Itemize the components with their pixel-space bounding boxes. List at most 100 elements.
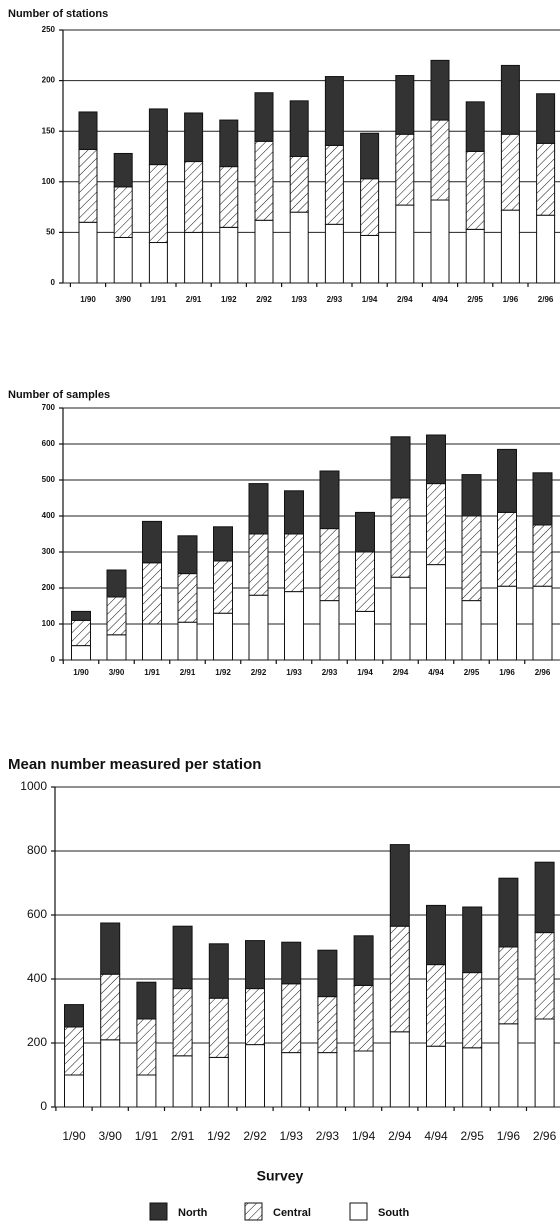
y-tick-label: 400 (42, 511, 56, 520)
x-tick-label: 2/91 (186, 295, 202, 304)
bar-segment (281, 1052, 302, 1108)
bar-segment (213, 526, 233, 562)
bar-segment (317, 996, 338, 1054)
bar-segment (106, 569, 127, 598)
bar-segment (536, 142, 556, 216)
bar-segment (71, 610, 91, 621)
bar-segment (426, 904, 446, 966)
bar-segment (461, 515, 482, 602)
bar-segment (64, 1026, 84, 1076)
bar-segment (142, 520, 162, 564)
legend-label: North (178, 1207, 208, 1219)
bar-segment (390, 497, 411, 578)
x-tick-label: 2/96 (535, 668, 551, 677)
bar-segment (536, 214, 556, 284)
bar-segment (172, 988, 193, 1057)
bar-segment (319, 470, 340, 530)
bar-segment (532, 524, 553, 587)
y-tick-label: 600 (27, 907, 47, 921)
x-tick-label: 2/93 (316, 1129, 340, 1143)
legend-label: South (378, 1207, 409, 1219)
x-tick-label: 1/91 (151, 295, 167, 304)
bar-segment (184, 231, 204, 284)
x-tick-label: 2/94 (388, 1129, 412, 1143)
y-tick-label: 300 (42, 547, 56, 556)
x-tick-label: 2/95 (461, 1129, 485, 1143)
x-tick-label: 2/93 (327, 295, 343, 304)
bar-segment (172, 925, 193, 990)
bar-segment (64, 1074, 84, 1108)
x-tick-label: 3/90 (115, 295, 131, 304)
x-tick-label: 1/96 (503, 295, 519, 304)
bar-segment (426, 964, 446, 1047)
bar-segment (100, 973, 121, 1041)
bar-segment (498, 946, 519, 1025)
x-tick-label: 2/96 (538, 295, 554, 304)
bar-segment (106, 634, 127, 661)
bar-segment (462, 972, 483, 1049)
bar-segment (317, 949, 338, 998)
bar-segment (353, 1050, 374, 1108)
bar-segment (142, 623, 162, 661)
bar-segment (430, 59, 450, 121)
bar-segment (532, 585, 553, 661)
x-tick-label: 2/93 (322, 668, 338, 677)
bar-segment (289, 211, 309, 284)
bar-segment (355, 610, 375, 661)
chart-title: Number of stations (8, 8, 108, 20)
bar-segment (500, 64, 520, 135)
x-tick-label: 1/93 (280, 1129, 304, 1143)
bar-segment (498, 1023, 519, 1108)
x-tick-label: 3/90 (99, 1129, 123, 1143)
x-tick-label: 2/95 (467, 295, 483, 304)
x-tick-label: 4/94 (424, 1129, 448, 1143)
bar-segment (100, 1039, 121, 1108)
x-tick-label: 1/92 (215, 668, 231, 677)
bar-segment (254, 140, 274, 221)
bar-segment (462, 906, 483, 974)
y-tick-label: 150 (42, 126, 56, 135)
x-tick-label: 1/92 (221, 295, 237, 304)
y-tick-label: 100 (42, 177, 56, 186)
bar-segment (317, 1052, 338, 1108)
y-tick-label: 0 (51, 655, 56, 664)
bar-segment (248, 483, 269, 535)
bar-segment (500, 209, 520, 284)
bar-segment (106, 596, 127, 636)
bar-segment (284, 533, 304, 593)
x-tick-label: 1/90 (80, 295, 96, 304)
legend-label: Central (273, 1207, 311, 1219)
bar-segment (254, 219, 274, 284)
y-tick-label: 800 (27, 843, 47, 857)
x-tick-label: 1/91 (144, 668, 160, 677)
bar-segment (500, 133, 520, 211)
chart-title: Number of samples (8, 389, 110, 401)
bar-segment (284, 490, 304, 535)
x-tick-label: 2/95 (464, 668, 480, 677)
bar-segment (245, 988, 265, 1046)
x-tick-label: 1/94 (357, 668, 373, 677)
bar-segment (208, 943, 229, 999)
bar-segment (289, 156, 309, 213)
bar-segment (426, 434, 446, 485)
y-tick-label: 200 (42, 583, 56, 592)
bar-segment (498, 877, 519, 948)
x-tick-label: 1/94 (352, 1129, 376, 1143)
bar-segment (213, 560, 233, 614)
x-tick-label: 4/94 (432, 295, 448, 304)
bar-segment (324, 76, 344, 146)
x-tick-label: 2/94 (397, 295, 413, 304)
bar-segment (148, 164, 168, 244)
bar-segment (177, 621, 198, 661)
bar-segment (208, 997, 229, 1058)
x-tick-label: 2/94 (393, 668, 409, 677)
bar-segment (113, 152, 133, 188)
bar-segment (113, 236, 133, 284)
x-tick-label: 1/91 (135, 1129, 159, 1143)
bar-segment (497, 585, 517, 661)
legend-swatch (149, 1202, 168, 1221)
x-tick-label: 1/90 (73, 668, 89, 677)
y-tick-label: 200 (42, 76, 56, 85)
y-tick-label: 50 (46, 228, 55, 237)
